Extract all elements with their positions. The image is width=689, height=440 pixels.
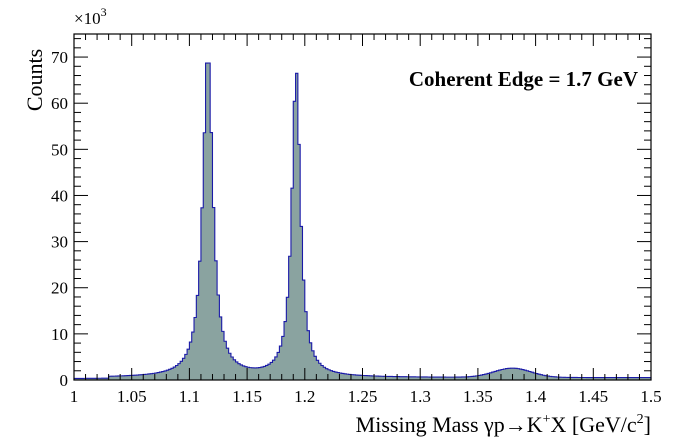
x-tick-label: 1.3: [410, 387, 431, 406]
x-tick-label: 1.2: [294, 387, 315, 406]
tick-layer: 1 1.05 1.1 1.15 1.2 1.25 1.3 1.35 1.4 1.45 1.5 0 10 2…: [51, 34, 662, 406]
histogram-bars: [73, 62, 652, 381]
x-tick-label: 1.1: [179, 387, 200, 406]
x-axis-title-pre: Missing Mass γp→K: [356, 412, 543, 437]
x-tick-label: 1: [70, 387, 79, 406]
y-tick-label: 40: [51, 186, 68, 205]
x-axis-title-mid: X [GeV/c: [551, 412, 637, 437]
x-tick-label: 1.45: [578, 387, 608, 406]
x-axis-title: Missing Mass γp→K+X [GeV/c2]: [356, 412, 651, 437]
y-tick-label: 20: [51, 279, 68, 298]
y-tick-label: 50: [51, 140, 68, 159]
x-axis-title-sup2: 2: [637, 412, 644, 427]
annotation-label: Coherent Edge = 1.7 GeV: [409, 67, 638, 91]
y-tick-label: 0: [60, 371, 69, 390]
x-tick-label: 1.4: [525, 387, 547, 406]
y-axis-title: Counts: [22, 49, 47, 111]
y-multiplier: ×103: [74, 5, 107, 28]
histogram-layer: [73, 62, 652, 381]
x-axis-title-post: ]: [644, 412, 651, 437]
x-tick-label: 1.15: [232, 387, 262, 406]
y-multiplier-exponent: 3: [101, 5, 107, 19]
x-tick-label: 1.35: [463, 387, 493, 406]
y-tick-label: 60: [51, 94, 68, 113]
x-axis-title-sup1: +: [543, 412, 551, 427]
x-tick-label: 1.5: [640, 387, 661, 406]
y-tick-label: 30: [51, 233, 68, 252]
y-tick-label: 70: [51, 48, 68, 67]
x-tick-label: 1.05: [117, 387, 147, 406]
y-tick-label: 10: [51, 325, 68, 344]
x-tick-label: 1.25: [348, 387, 378, 406]
